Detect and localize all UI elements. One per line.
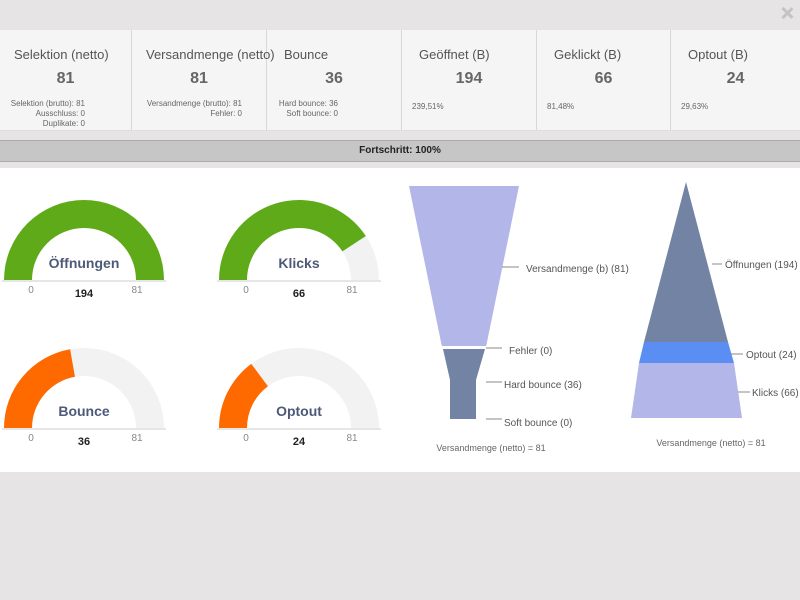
stat-value: 36 (325, 70, 343, 87)
stat-value: 24 (726, 70, 745, 87)
stat-detail-line: 239,51% (412, 102, 444, 111)
pyramid-label: Öffnungen (194) (725, 259, 798, 271)
funnel-label: Hard bounce (36) (504, 380, 582, 391)
stat-detail-line: Selektion (brutto): 81 (10, 99, 85, 108)
progress-label: Fortschritt: 100% (359, 145, 441, 156)
stat-title: Geklickt (B) (554, 47, 622, 62)
gauge-title: Optout (276, 403, 322, 419)
gauge-oeffnungen: Öffnungen 0 81 194 (2, 200, 166, 300)
stat-geoeffnet: Geöffnet (B) 194 239,51% (402, 30, 537, 130)
gauge-title: Klicks (278, 255, 319, 271)
stats-row: Selektion (netto) 81 Selektion (brutto):… (0, 30, 800, 131)
charts-panel: Öffnungen 0 81 194 Klicks 0 81 66 Bounce… (0, 168, 800, 472)
gauge-track (219, 348, 379, 428)
gauge-bounce: Bounce 0 81 36 (2, 348, 166, 448)
stat-versandmenge: Versandmenge (netto) 81 Versandmenge (br… (132, 30, 275, 130)
stat-details: Versandmenge (brutto): 81 Fehler: 0 (147, 99, 242, 119)
gauge-value-label: 36 (78, 436, 90, 448)
stat-details: 239,51% (412, 102, 444, 112)
gauge-fill (4, 349, 75, 428)
funnel-label: Fehler (0) (509, 346, 552, 357)
title-bar (0, 0, 800, 30)
gauge-value-label: 66 (293, 288, 305, 300)
funnel-label: Soft bounce (0) (504, 418, 572, 429)
stat-value: 81 (56, 70, 75, 87)
pyramid-segment-optout (639, 342, 734, 363)
stat-value: 81 (190, 70, 208, 87)
pyramid-segment-klicks (631, 363, 742, 418)
charts-canvas: Öffnungen 0 81 194 Klicks 0 81 66 Bounce… (2, 182, 799, 453)
stat-title: Optout (B) (688, 47, 748, 62)
stat-title: Bounce (284, 47, 329, 62)
stat-detail-line: Soft bounce: 0 (286, 109, 338, 118)
stat-details: Selektion (brutto): 81 Ausschluss: 0 Dup… (11, 99, 85, 129)
stat-details: 29,63% (681, 102, 708, 112)
stat-value: 194 (455, 70, 483, 87)
pyramid-footer: Versandmenge (netto) = 81 (656, 438, 765, 448)
funnel-segment-versandmenge (409, 186, 519, 347)
gauge-min-label: 0 (28, 433, 34, 444)
gauge-min-label: 0 (243, 285, 249, 296)
pyramid-chart: Öffnungen (194) Optout (24) Klicks (66) … (631, 182, 799, 448)
stat-details: 81,48% (547, 102, 574, 112)
stat-bounce: Bounce 36 Hard bounce: 36 Soft bounce: 0 (267, 30, 402, 130)
gauge-fill (219, 199, 366, 280)
gauge-max-label: 81 (346, 433, 358, 444)
funnel-chart: Versandmenge (b) (81) Fehler (0) Hard bo… (409, 186, 629, 453)
gauge-fill (219, 363, 268, 428)
pyramid-segment-oeffnungen (644, 182, 728, 342)
gauge-max-label: 81 (131, 285, 143, 296)
stat-detail-line: Hard bounce: 36 (278, 99, 338, 108)
gauge-max-label: 81 (131, 433, 143, 444)
progress-bar: Fortschritt: 100% (0, 140, 800, 162)
pyramid-label: Klicks (66) (752, 388, 799, 399)
stat-detail-line: Fehler: 0 (210, 109, 242, 118)
stat-detail-line: Duplikate: 0 (42, 119, 85, 128)
gauge-fill (4, 200, 164, 280)
stat-value: 66 (594, 70, 613, 87)
progress-fill (0, 141, 800, 161)
pyramid-label: Optout (24) (746, 350, 797, 361)
stat-details: Hard bounce: 36 Soft bounce: 0 (279, 99, 338, 119)
gauge-value-label: 194 (75, 288, 94, 300)
gauge-min-label: 0 (243, 433, 249, 444)
stat-detail-line: 81,48% (547, 102, 575, 111)
stat-title: Versandmenge (netto) (146, 47, 275, 62)
stat-geklickt: Geklickt (B) 66 81,48% (537, 30, 671, 130)
stat-detail-line: 29,63% (681, 102, 709, 111)
funnel-segment-hard-bounce (443, 349, 485, 419)
gauge-title: Bounce (58, 403, 110, 419)
gauge-klicks: Klicks 0 81 66 (217, 199, 381, 300)
stat-title: Geöffnet (B) (419, 47, 490, 62)
gauge-min-label: 0 (28, 285, 34, 296)
stat-detail-line: Ausschluss: 0 (35, 109, 85, 118)
gauge-value-label: 24 (293, 436, 306, 448)
stat-title: Selektion (netto) (14, 47, 109, 62)
gauge-max-label: 81 (346, 285, 358, 296)
funnel-footer: Versandmenge (netto) = 81 (436, 443, 545, 453)
stat-selektion: Selektion (netto) 81 Selektion (brutto):… (0, 30, 132, 130)
funnel-label: Versandmenge (b) (81) (526, 264, 629, 275)
close-icon[interactable] (780, 6, 794, 20)
gauge-optout: Optout 0 81 24 (217, 348, 381, 448)
gauge-title: Öffnungen (49, 255, 120, 271)
stat-optout: Optout (B) 24 29,63% (671, 30, 800, 130)
stat-detail-line: Versandmenge (brutto): 81 (146, 99, 242, 108)
